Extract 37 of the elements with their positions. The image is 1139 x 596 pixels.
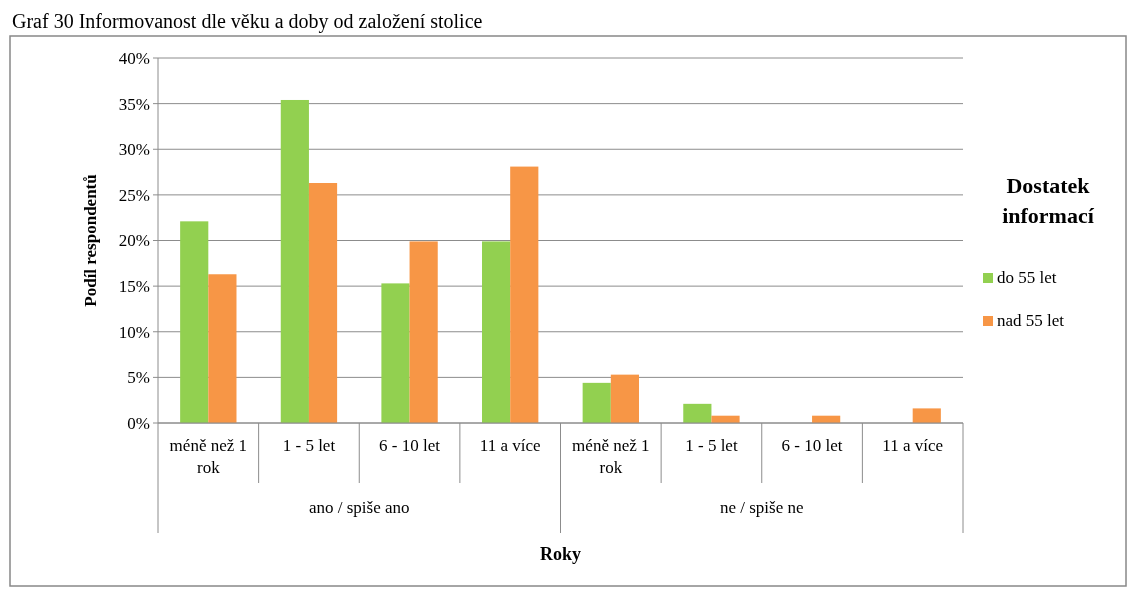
text: ne / spiše ne: [719, 498, 804, 517]
y-tick-label: 5%: [127, 368, 150, 388]
bar: [582, 382, 611, 423]
bar: [912, 408, 941, 423]
bar: [208, 274, 237, 423]
legend-label: do 55 let: [997, 268, 1057, 287]
x-tick-label: 11 a více: [882, 436, 944, 455]
y-tick-label: 35%: [118, 94, 150, 114]
x-tick-label: 1 - 5 let: [685, 436, 738, 455]
x-tick-label: méně než 1 rok: [169, 436, 248, 477]
x-tick-label: méně než 1 rok: [572, 436, 650, 477]
x-axis-title: Roky: [539, 544, 582, 564]
chart-title: Graf 30 Informovanost dle věku a doby od založení stolice: [12, 10, 483, 33]
x-tick-label: 6 - 10 let: [781, 436, 843, 455]
bar: [308, 183, 338, 423]
y-tick-label: 10%: [118, 322, 150, 342]
bar: [280, 99, 309, 423]
legend-title: Dostatek informací: [1002, 173, 1095, 228]
bar: [610, 374, 639, 423]
y-tick-label: 40%: [118, 48, 150, 68]
x-tick-label: 6 - 10 let: [379, 436, 441, 455]
y-tick-label: 15%: [118, 277, 150, 297]
bar: [180, 221, 209, 423]
bar: [409, 241, 438, 423]
bar: [510, 166, 539, 423]
text: ano / spiše ano: [308, 498, 410, 517]
y-tick-label: 25%: [118, 185, 150, 205]
bar: [381, 283, 410, 423]
y-tick-label: 20%: [118, 231, 150, 251]
bar: [683, 403, 712, 423]
legend-label: nad 55 let: [997, 311, 1065, 330]
bar: [482, 241, 511, 423]
y-axis-title: Podíl respondentů: [81, 174, 100, 307]
y-tick-label: 0%: [127, 413, 150, 433]
x-tick-label: 1 - 5 let: [282, 436, 336, 455]
x-tick-label: 11 a více: [479, 436, 541, 455]
y-tick-label: 30%: [118, 140, 150, 160]
